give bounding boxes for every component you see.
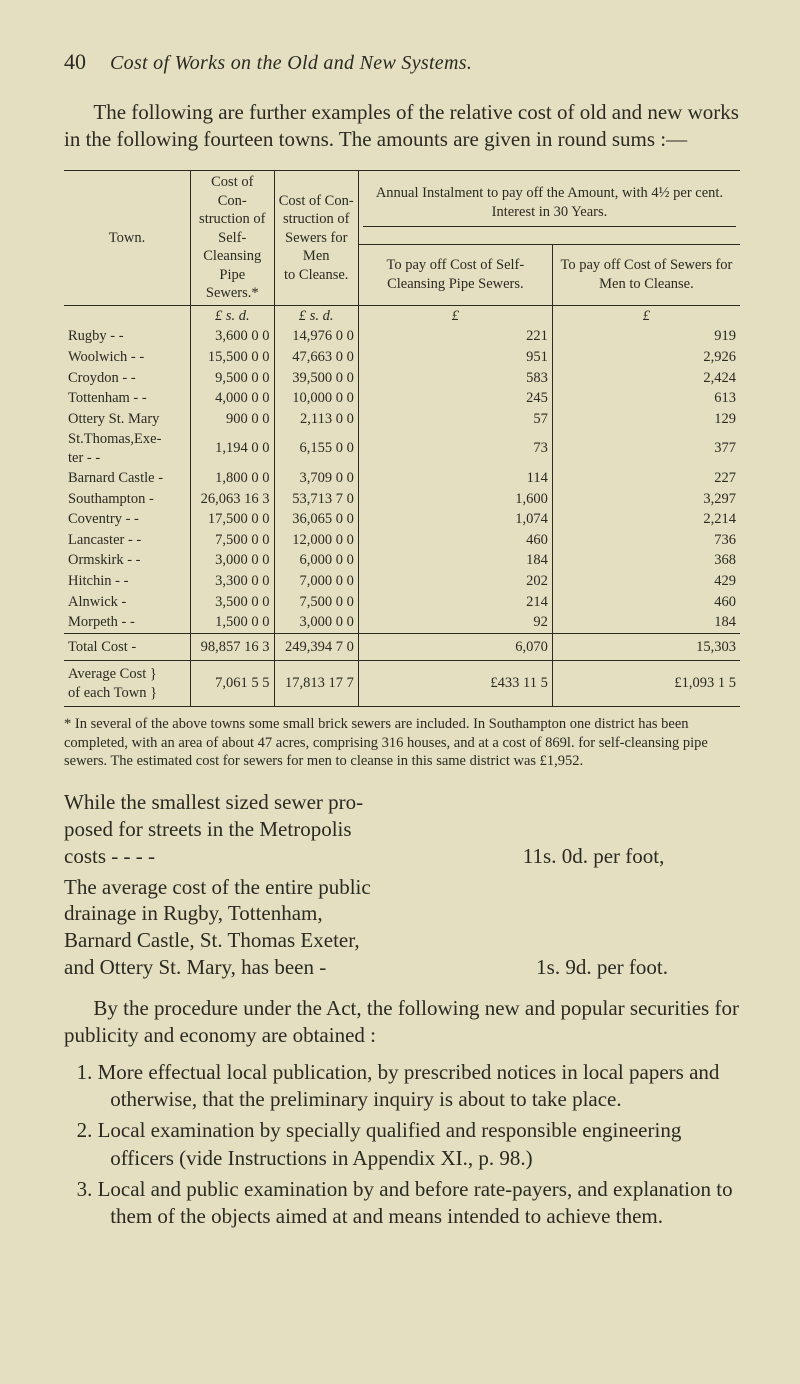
unit-c2: £ s. d. bbox=[274, 305, 358, 326]
enum-item: 3. Local and public examination by and b… bbox=[110, 1176, 740, 1231]
running-title: Cost of Works on the Old and New Systems… bbox=[110, 51, 472, 77]
totals-body: Total Cost -98,857 16 3249,394 7 06,0701… bbox=[64, 633, 740, 707]
unit-c3: £ bbox=[358, 305, 552, 326]
price-block-2: The average cost of the entire public dr… bbox=[64, 874, 740, 982]
price1-text: While the smallest sized sewer pro- pose… bbox=[64, 789, 507, 870]
unit-row: £ s. d. £ s. d. £ £ bbox=[64, 305, 740, 326]
th-annual-group: Annual Instalment to pay off the Amount,… bbox=[358, 171, 740, 245]
enum-list: 1. More effectual local publication, by … bbox=[64, 1059, 740, 1231]
price1-value: 11s. 0d. per foot, bbox=[507, 789, 740, 870]
price2-text: The average cost of the entire public dr… bbox=[64, 874, 520, 982]
running-head: 40 Cost of Works on the Old and New Syst… bbox=[64, 48, 740, 77]
table-row: Ottery St. Mary900 0 02,113 0 057129 bbox=[64, 409, 740, 430]
table-row: Coventry - -17,500 0 036,065 0 01,0742,2… bbox=[64, 509, 740, 530]
th-annual-b: To pay off Cost of Sewers for Men to Cle… bbox=[552, 244, 740, 305]
price2-value: 1s. 9d. per foot. bbox=[520, 874, 740, 982]
page-number: 40 bbox=[64, 48, 86, 76]
intro-paragraph: The following are further examples of th… bbox=[64, 99, 740, 154]
price-block-1: While the smallest sized sewer pro- pose… bbox=[64, 789, 740, 870]
table-footnote: * In several of the above towns some sma… bbox=[64, 715, 740, 771]
table-row: Morpeth - -1,500 0 03,000 0 092184 bbox=[64, 612, 740, 633]
th-cost-con: Cost of Con- struction of Self-Cleansing… bbox=[191, 171, 275, 306]
th-annual-top: Annual Instalment to pay off the Amount,… bbox=[363, 184, 736, 226]
table-row: Hitchin - -3,300 0 07,000 0 0202429 bbox=[64, 571, 740, 592]
th-annual-a: To pay off Cost of Self-Cleansing Pipe S… bbox=[358, 244, 552, 305]
table-total-row: Total Cost -98,857 16 3249,394 7 06,0701… bbox=[64, 633, 740, 661]
table-row: Lancaster - -7,500 0 012,000 0 0460736 bbox=[64, 530, 740, 551]
table-row: Tottenham - -4,000 0 010,000 0 0245613 bbox=[64, 388, 740, 409]
table-row: Alnwick -3,500 0 07,500 0 0214460 bbox=[64, 592, 740, 613]
table-row: Woolwich - -15,500 0 047,663 0 09512,926 bbox=[64, 347, 740, 368]
enum-item: 1. More effectual local publication, by … bbox=[110, 1059, 740, 1114]
table-row: Southampton -26,063 16 353,713 7 01,6003… bbox=[64, 489, 740, 510]
table-row: Rugby - -3,600 0 014,976 0 0221919 bbox=[64, 326, 740, 347]
enum-item: 2. Local examination by specially qualif… bbox=[110, 1117, 740, 1172]
table-row: Barnard Castle -1,800 0 03,709 0 0114227 bbox=[64, 468, 740, 489]
table-row: Croydon - -9,500 0 039,500 0 05832,424 bbox=[64, 368, 740, 389]
cost-table: Town. Cost of Con- struction of Self-Cle… bbox=[64, 170, 740, 707]
table-row: St.Thomas,Exe- ter - -1,194 0 06,155 0 0… bbox=[64, 429, 740, 468]
procedure-intro: By the procedure under the Act, the foll… bbox=[64, 995, 740, 1049]
unit-c1: £ s. d. bbox=[191, 305, 275, 326]
unit-c4: £ bbox=[552, 305, 740, 326]
th-cost-men: Cost of Con- struction of Sewers for Men… bbox=[274, 171, 358, 306]
table-row: Ormskirk - -3,000 0 06,000 0 0184368 bbox=[64, 550, 740, 571]
th-town: Town. bbox=[64, 171, 191, 306]
table-total-row: Average Cost } of each Town }7,061 5 517… bbox=[64, 661, 740, 707]
